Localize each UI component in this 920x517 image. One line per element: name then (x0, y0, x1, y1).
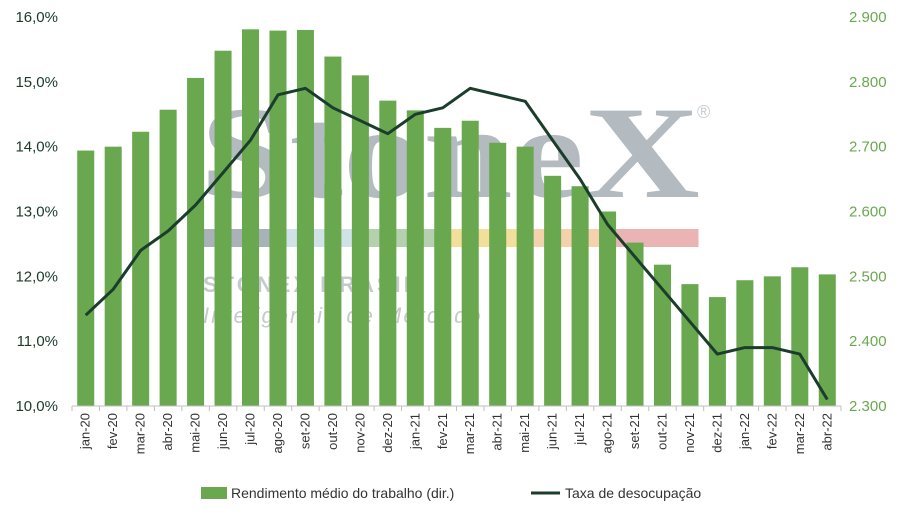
x-tick-label: abr-21 (490, 413, 505, 451)
bar-mai-21 (516, 146, 534, 406)
legend-swatch-bar (201, 487, 227, 499)
legend-label-bar: Rendimento médio do trabalho (dir.) (231, 485, 454, 501)
x-tick-label: out-20 (325, 413, 340, 450)
bar-jan-21 (406, 110, 424, 407)
right-tick-label: 2.500 (849, 268, 887, 285)
bar-fev-22 (763, 276, 781, 406)
x-tick-label: dez-21 (709, 413, 724, 453)
bar-mar-22 (791, 267, 809, 406)
right-tick-label: 2.900 (849, 9, 887, 26)
x-tick-label: dez-20 (380, 413, 395, 453)
x-tick-label: fev-22 (764, 413, 779, 449)
x-tick-label: abr-20 (160, 413, 175, 451)
bar-jul-21 (571, 186, 589, 406)
bar-dez-21 (708, 297, 726, 406)
x-tick-label: jul-21 (572, 413, 587, 446)
x-tick-label: jan-20 (78, 413, 93, 450)
x-tick-label: out-21 (654, 413, 669, 450)
bar-jan-20 (77, 150, 95, 406)
bar-dez-20 (379, 100, 397, 406)
x-tick-label: abr-22 (819, 413, 834, 451)
right-tick-label: 2.400 (849, 333, 887, 350)
bar-mar-20 (132, 131, 150, 406)
left-tick-label: 16,0% (15, 9, 58, 26)
bar-abr-21 (489, 142, 507, 406)
x-tick-label: jan-21 (407, 413, 422, 450)
left-tick-label: 10,0% (15, 398, 58, 415)
x-tick-label: mar-22 (792, 413, 807, 454)
bar-set-21 (626, 242, 644, 406)
bar-fev-20 (104, 146, 122, 406)
bar-jun-20 (214, 50, 232, 407)
x-tick-label: ago-20 (270, 413, 285, 453)
x-tick-label: fev-20 (105, 413, 120, 449)
x-tick-label: jun-20 (215, 413, 230, 450)
left-tick-label: 11,0% (17, 333, 58, 350)
bar-jun-21 (544, 175, 562, 406)
left-tick-label: 15,0% (15, 74, 58, 91)
x-tick-label: mar-21 (462, 413, 477, 454)
left-axis: 10,0% 11,0% 12,0% 13,0% 14,0% 15,0% 16,0% (15, 9, 58, 415)
bar-mai-20 (187, 77, 205, 407)
bar-ago-21 (599, 211, 617, 406)
bar-series (77, 29, 836, 407)
right-tick-label: 2.700 (849, 139, 887, 156)
x-tick-label: mar-20 (133, 413, 148, 454)
bar-set-20 (296, 29, 314, 406)
legend: Rendimento médio do trabalho (dir.) Taxa… (201, 485, 701, 501)
watermark-stripe-segment (615, 229, 699, 247)
left-tick-label: 13,0% (15, 204, 58, 221)
x-tick-label: fev-21 (435, 413, 450, 449)
bar-fev-21 (434, 127, 452, 407)
left-tick-label: 14,0% (15, 139, 58, 156)
left-tick-label: 12,0% (15, 268, 58, 285)
watermark-registered-mark: ® (697, 102, 710, 122)
x-tick-label: jun-21 (545, 413, 560, 450)
bar-mar-21 (461, 120, 479, 406)
bar-nov-21 (681, 284, 699, 406)
legend-label-line: Taxa de desocupação (565, 485, 701, 501)
bar-jan-22 (736, 280, 754, 406)
x-tick-label: jul-20 (243, 413, 258, 446)
bar-out-21 (653, 264, 671, 406)
right-tick-label: 2.600 (849, 204, 887, 221)
line-taxa-de-desocupacao (84, 86, 829, 401)
bar-out-20 (324, 56, 342, 406)
x-axis: jan-20 fev-20 mar-20 abr-20 mai-20 jun-20 jul-… (71, 406, 842, 454)
x-tick-label: nov-21 (682, 413, 697, 453)
x-tick-label: ago-21 (600, 413, 615, 453)
bar-ago-20 (269, 30, 287, 407)
line-series (84, 86, 829, 401)
right-tick-label: 2.300 (849, 398, 887, 415)
bar-jul-20 (242, 29, 260, 407)
bar-abr-22 (818, 274, 836, 406)
x-tick-label: mai-20 (188, 413, 203, 453)
x-tick-label: jan-22 (737, 413, 752, 450)
right-axis: 2.300 2.400 2.500 2.600 2.700 2.800 2.900 (849, 9, 887, 415)
x-tick-label: mai-21 (517, 413, 532, 453)
bar-nov-20 (351, 75, 369, 406)
x-tick-label: set-20 (297, 413, 312, 449)
right-tick-label: 2.800 (849, 74, 887, 91)
x-tick-label: set-21 (627, 413, 642, 449)
x-tick-label: nov-20 (352, 413, 367, 453)
bar-abr-20 (159, 109, 177, 406)
